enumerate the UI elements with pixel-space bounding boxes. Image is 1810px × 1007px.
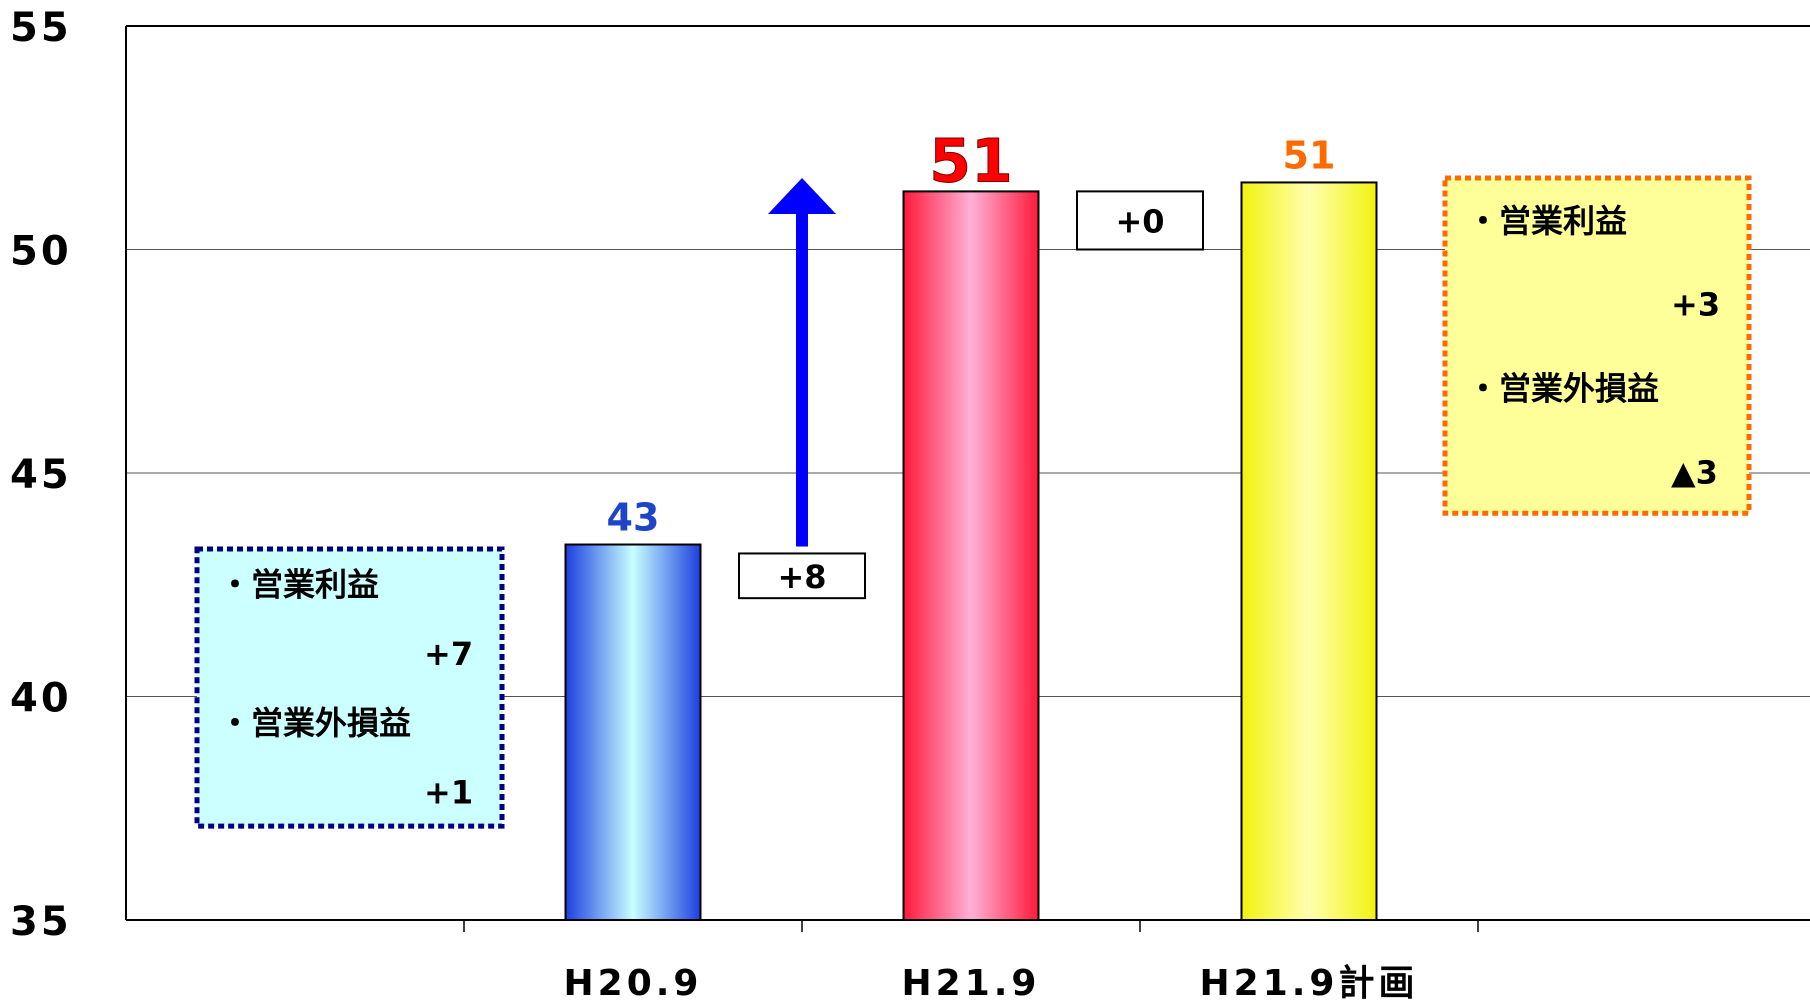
y-tick-label: 35 <box>10 899 72 945</box>
delta-label: +0 <box>1115 202 1164 240</box>
increase-arrow-head <box>768 177 836 214</box>
delta-box <box>738 552 866 600</box>
bar <box>564 543 702 922</box>
data-label: 51 <box>929 126 1013 196</box>
note-box <box>1442 175 1752 516</box>
bar <box>902 190 1040 921</box>
note-line: ・営業利益 <box>1467 202 1627 240</box>
note-line: ・営業外損益 <box>219 704 411 742</box>
y-tick-label: 45 <box>10 452 72 498</box>
data-label: 51 <box>1283 133 1336 177</box>
note-line: +1 <box>424 773 473 811</box>
increase-arrow-shaft <box>796 211 808 547</box>
x-tick-label: H21.9 <box>902 963 1041 1004</box>
y-tick-label: 50 <box>10 229 72 275</box>
delta-label: +8 <box>777 558 826 596</box>
bars <box>564 181 1378 922</box>
note-line: +3 <box>1671 286 1720 324</box>
note-line: +7 <box>424 635 473 673</box>
data-labels: 43 51 51 <box>607 126 1336 540</box>
x-tick-label: H21.9計画 <box>1200 963 1419 1004</box>
bar <box>1240 181 1378 921</box>
note-box <box>194 546 505 829</box>
data-label: 43 <box>607 496 660 540</box>
delta-box <box>1076 190 1204 251</box>
note-line: ・営業利益 <box>219 566 379 604</box>
note-line: ・営業外損益 <box>1467 370 1659 408</box>
annotations: +8 +0 ・営業利益 +7 ・営業外損益 +1 ・営業利益 +3 ・営業外損益 ▲3 <box>194 175 1752 829</box>
y-tick-label: 55 <box>10 5 72 51</box>
note-line: ▲3 <box>1671 453 1718 491</box>
y-tick-label: 40 <box>10 676 72 722</box>
x-tick-label: H20.9 <box>564 963 703 1004</box>
